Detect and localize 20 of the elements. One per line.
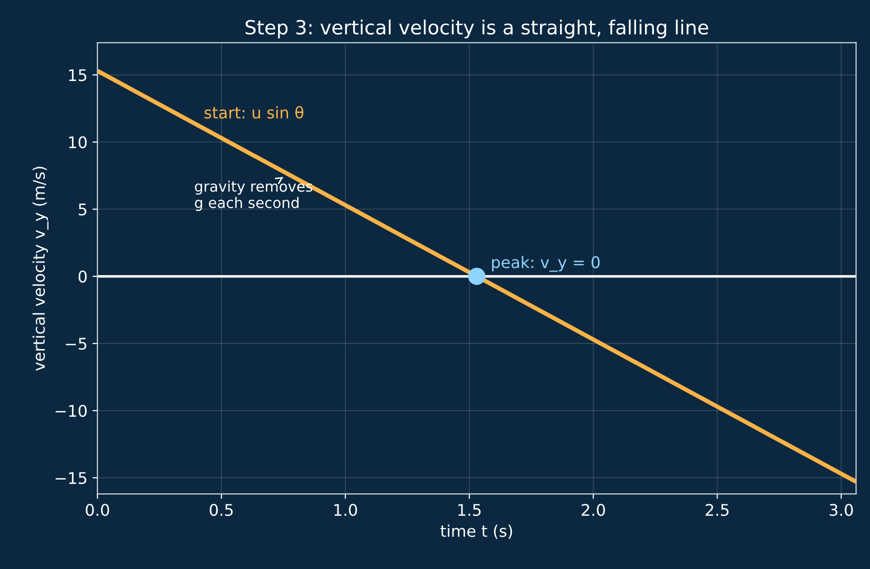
annotation: start: u sin θ [204,106,304,119]
x-tick-label: 0.0 [86,504,110,516]
y-tick-label: 10 [69,136,87,148]
y-tick-label: −5 [66,338,86,350]
annotation: peak: v_y = 0 [492,256,600,272]
chart-title: Step 3: vertical velocity is a straight, falling line [246,20,708,38]
y-tick-label: 5 [78,204,86,216]
x-tick-label: 3.0 [830,504,853,516]
x-tick-label: 1.5 [458,504,481,516]
x-axis-title: time t (s) [440,524,512,539]
x-tick-label: 2.5 [706,504,729,516]
x-tick-label: 1.0 [334,504,357,516]
y-tick-label: 15 [69,69,86,82]
y-tick-label: 0 [78,270,87,283]
y-tick-label: −15 [56,472,86,484]
y-tick-label: −10 [56,404,87,417]
x-tick-label: 0.5 [210,504,233,516]
x-tick-label: 2.0 [582,504,605,516]
y-axis-title: vertical velocity v_y (m/s) [32,166,48,371]
annotation: gravity removes g each second [194,180,312,211]
